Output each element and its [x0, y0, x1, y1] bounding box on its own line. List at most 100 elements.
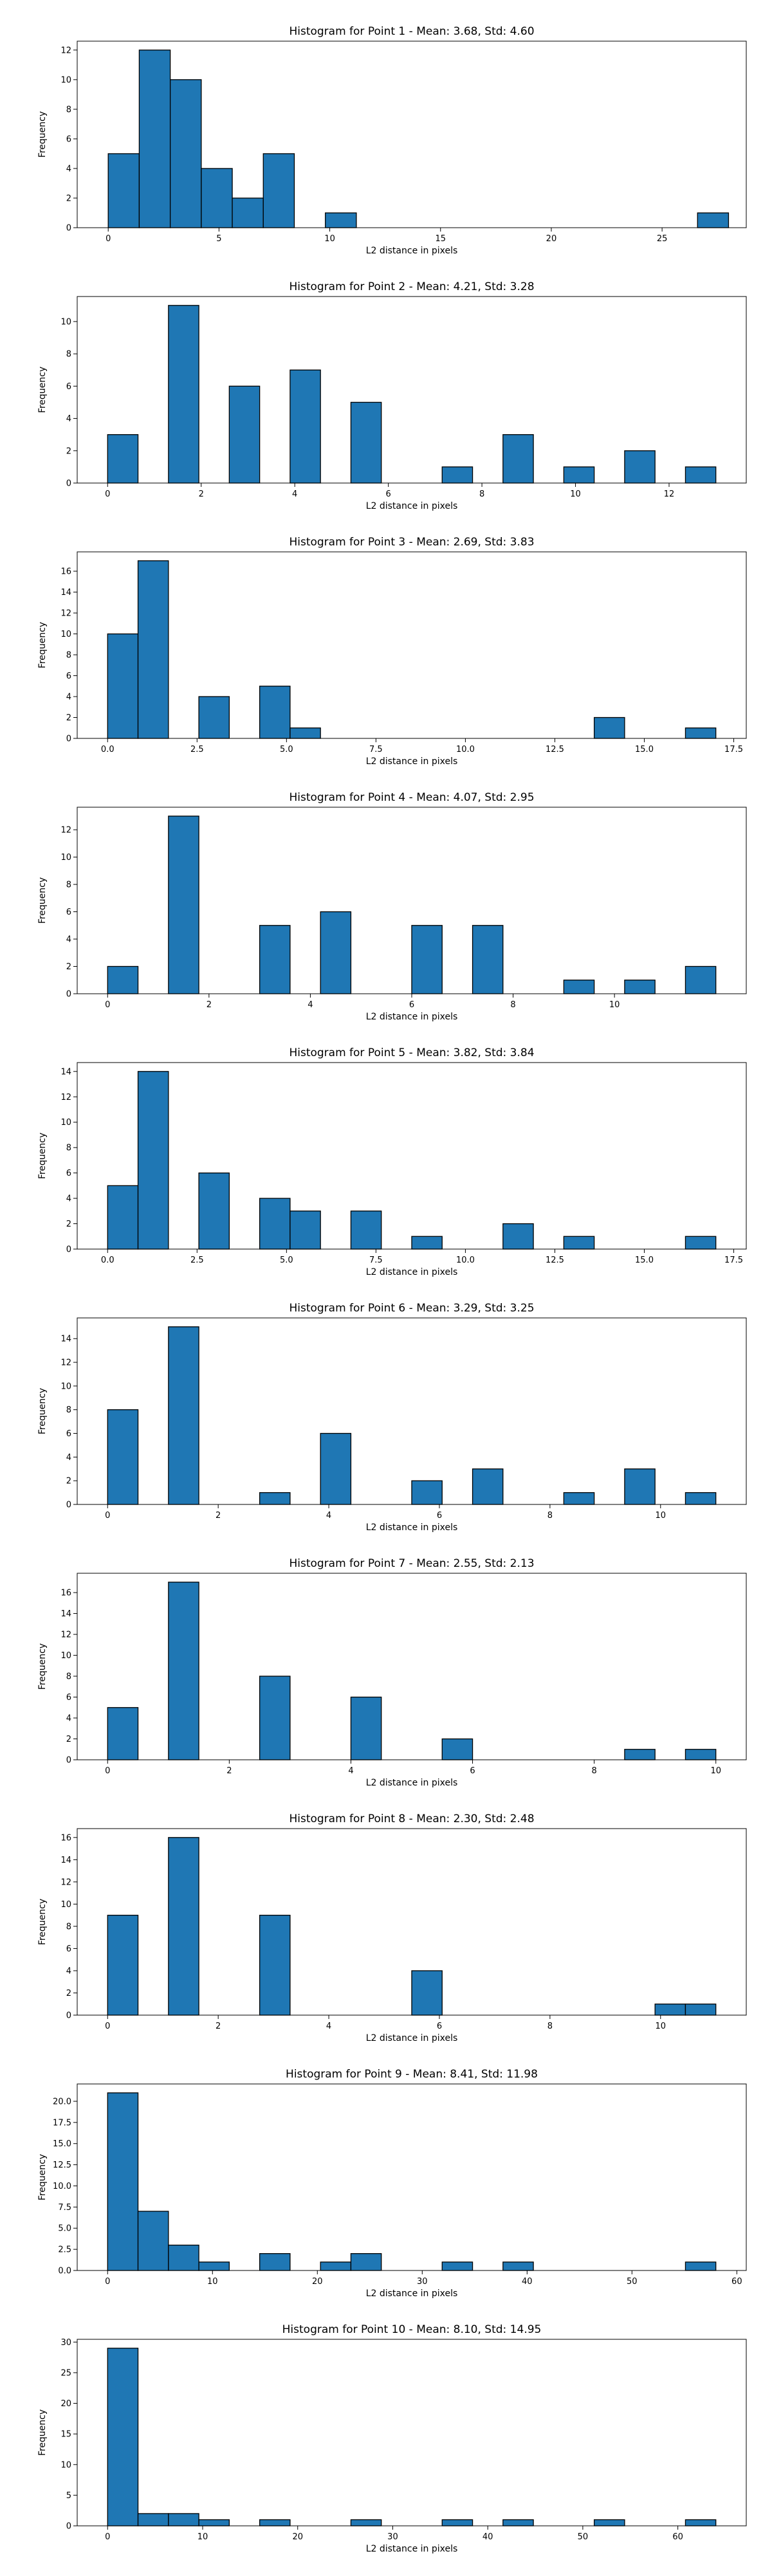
- y-tick-label: 10: [60, 1382, 71, 1391]
- y-tick-label: 12: [60, 46, 71, 55]
- chart-title: Histogram for Point 1 - Mean: 3.68, Std:…: [289, 25, 534, 38]
- y-tick-label: 0: [66, 1756, 71, 1766]
- histogram-bar: [350, 401, 382, 484]
- histogram-bar: [411, 1236, 443, 1250]
- y-axis-label: Frequency: [37, 1133, 48, 1179]
- y-tick-label: 14: [60, 1856, 71, 1865]
- y-tick-label: 10.0: [53, 2182, 71, 2191]
- x-tick-label: 20: [292, 2532, 303, 2542]
- x-tick-label: 10: [656, 1511, 666, 1521]
- y-tick-label: 8: [66, 1144, 71, 1153]
- chart-panel-6: Histogram for Point 6 - Mean: 3.29, Std:…: [37, 1302, 747, 1533]
- histogram-bar: [441, 1738, 473, 1760]
- histogram-bars: [107, 1582, 717, 1760]
- histogram-bar: [168, 2513, 199, 2526]
- x-tick-label: 50: [578, 2532, 589, 2542]
- x-tick-label: 4: [348, 1766, 353, 1776]
- x-tick-label: 4: [326, 1511, 331, 1521]
- chart-title: Histogram for Point 4 - Mean: 4.07, Std:…: [289, 791, 534, 804]
- x-tick-label: 6: [437, 1511, 442, 1521]
- x-tick-label: 10: [710, 1766, 721, 1776]
- x-tick-label: 15.0: [635, 745, 654, 754]
- y-tick-label: 2: [66, 962, 71, 972]
- histogram-bar: [259, 2519, 291, 2526]
- x-axis-label: L2 distance in pixels: [366, 1522, 458, 1533]
- x-tick-label: 20: [546, 234, 557, 244]
- histogram-bar: [320, 911, 352, 994]
- y-tick-label: 0: [66, 990, 71, 1000]
- histogram-bars: [107, 2348, 717, 2526]
- histogram-bar: [107, 633, 139, 739]
- histogram-bar: [107, 1185, 139, 1250]
- y-tick-label: 6: [66, 671, 71, 681]
- axes-frame: [77, 1828, 747, 2016]
- y-tick-label: 0: [66, 224, 71, 233]
- y-tick-label: 16: [60, 567, 71, 577]
- histogram-bar: [502, 434, 534, 484]
- y-tick-label: 10: [60, 853, 71, 863]
- x-tick-label: 8: [547, 1511, 553, 1521]
- histogram-bars: [107, 50, 730, 228]
- histogram-bars: [107, 1326, 717, 1505]
- histogram-bar: [441, 2519, 473, 2526]
- histogram-bar: [593, 717, 625, 739]
- chart-panel-8: Histogram for Point 8 - Mean: 2.30, Std:…: [37, 1813, 747, 2043]
- histogram-bar: [685, 2519, 717, 2526]
- histogram-bar: [350, 1696, 382, 1760]
- x-tick-label: 4: [326, 2022, 331, 2031]
- x-tick-label: 12: [664, 489, 675, 499]
- x-axis-label: L2 distance in pixels: [366, 246, 458, 256]
- y-tick-label: 10: [60, 75, 71, 85]
- histogram-bar: [472, 925, 504, 994]
- histogram-bar: [654, 2004, 686, 2016]
- y-tick-label: 6: [66, 134, 71, 144]
- y-tick-label: 12.5: [53, 2160, 71, 2170]
- x-tick-label: 4: [308, 1000, 313, 1010]
- histogram-bar: [107, 1707, 139, 1760]
- axes-frame: [77, 1062, 747, 1250]
- histogram-bar: [198, 2519, 230, 2526]
- chart-panel-1: Histogram for Point 1 - Mean: 3.68, Std:…: [37, 25, 747, 256]
- y-tick-label: 10: [60, 2460, 71, 2470]
- x-tick-label: 10: [198, 2532, 208, 2542]
- histogram-bar: [228, 385, 261, 484]
- histogram-bar: [563, 466, 595, 484]
- histogram-bar: [138, 50, 171, 228]
- x-tick-label: 0.0: [101, 1256, 115, 1265]
- x-axis-label: L2 distance in pixels: [366, 1267, 458, 1277]
- x-tick-label: 2: [226, 1766, 232, 1776]
- histogram-bar: [320, 2261, 352, 2271]
- y-tick-label: 2: [66, 1735, 71, 1744]
- x-tick-label: 8: [591, 1766, 596, 1776]
- x-tick-label: 60: [731, 2277, 742, 2287]
- chart-panel-2: Histogram for Point 2 - Mean: 4.21, Std:…: [37, 280, 747, 511]
- chart-title: Histogram for Point 2 - Mean: 4.21, Std:…: [289, 280, 534, 293]
- chart-panel-10: Histogram for Point 10 - Mean: 8.10, Std…: [37, 2323, 747, 2554]
- y-tick-label: 8: [66, 350, 71, 360]
- y-tick-label: 4: [66, 1453, 71, 1463]
- chart-panel-7: Histogram for Point 7 - Mean: 2.55, Std:…: [37, 1557, 747, 1788]
- x-axis-label: L2 distance in pixels: [366, 1012, 458, 1022]
- y-tick-label: 12: [60, 1093, 71, 1102]
- histogram-bar: [259, 1914, 291, 2016]
- x-tick-label: 5.0: [280, 1256, 293, 1265]
- x-tick-label: 10: [656, 2022, 666, 2031]
- histogram-bar: [685, 1236, 717, 1250]
- histogram-bar: [624, 450, 656, 484]
- axes-frame: [77, 1573, 747, 1760]
- x-axis-label: L2 distance in pixels: [366, 2544, 458, 2554]
- y-tick-label: 10: [60, 317, 71, 327]
- y-tick-label: 20: [60, 2399, 71, 2409]
- y-tick-label: 12: [60, 1358, 71, 1368]
- histogram-bar: [624, 1468, 656, 1505]
- histogram-bars: [107, 560, 717, 739]
- histogram-bar: [441, 2261, 473, 2271]
- y-tick-label: 8: [66, 1672, 71, 1682]
- x-tick-label: 8: [547, 2022, 553, 2031]
- x-axis-label: L2 distance in pixels: [366, 2033, 458, 2043]
- histogram-bar: [201, 168, 233, 228]
- chart-title: Histogram for Point 10 - Mean: 8.10, Std…: [282, 2323, 542, 2336]
- y-tick-label: 10: [60, 1118, 71, 1128]
- chart-title: Histogram for Point 5 - Mean: 3.82, Std:…: [289, 1046, 534, 1059]
